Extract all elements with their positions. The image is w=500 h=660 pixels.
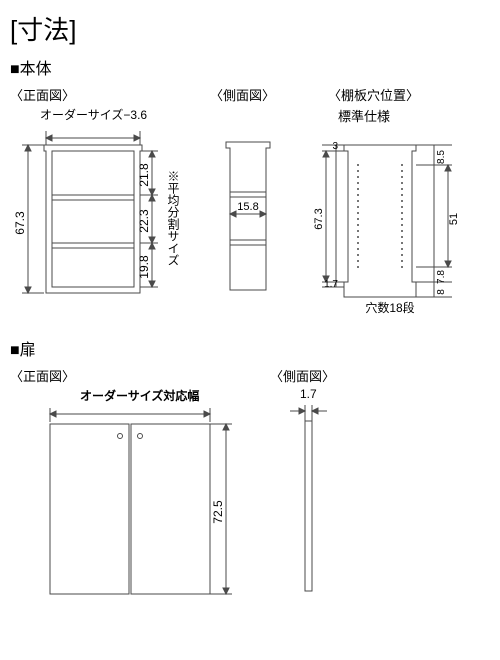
dim-door-thick: 1.7 bbox=[300, 387, 370, 401]
dim-door-height: 72.5 bbox=[211, 500, 225, 524]
section-body-title: ■本体 bbox=[10, 55, 490, 79]
door-front-svg: 72.5 bbox=[10, 404, 270, 614]
label-door-side: 〈側面図〉 bbox=[270, 366, 370, 385]
label-door-width: オーダーサイズ対応幅 bbox=[80, 387, 270, 404]
dim-shelf-top: 21.8 bbox=[137, 163, 151, 187]
label-order-size: オーダーサイズ−3.6 bbox=[40, 106, 190, 123]
section-door-title: ■扉 bbox=[10, 336, 490, 360]
dim-hole-bot1: 1.7 bbox=[324, 279, 338, 290]
door-side-svg bbox=[270, 401, 370, 611]
dim-hole-r4: 8 bbox=[436, 289, 447, 295]
dim-hole-top: 3 bbox=[332, 141, 338, 152]
dim-hole-span: 67.3 bbox=[313, 208, 325, 229]
label-door-front: 〈正面図〉 bbox=[10, 366, 270, 385]
dim-hole-r3: 7.8 bbox=[436, 270, 447, 284]
door-row: 〈正面図〉 オーダーサイズ対応幅 bbox=[10, 364, 490, 614]
label-side: 〈側面図〉 bbox=[210, 85, 300, 104]
dim-hole-r1: 8.5 bbox=[436, 150, 447, 164]
label-hole-count: 穴数18段 bbox=[365, 300, 414, 315]
label-front: 〈正面図〉 bbox=[10, 85, 190, 104]
label-holes: 〈棚板穴位置〉 bbox=[328, 85, 470, 104]
body-row: 〈正面図〉 オーダーサイズ−3.6 bbox=[10, 83, 490, 332]
dim-side-depth: 15.8 bbox=[237, 201, 258, 213]
body-side-svg: 15.8 bbox=[190, 106, 300, 321]
page-title: [寸法] bbox=[10, 10, 490, 47]
dim-hole-r2: 51 bbox=[448, 213, 460, 225]
label-avg-split: ※平均分割サイズ bbox=[166, 170, 180, 266]
body-front-svg: 67.3 21.8 22.3 19.8 ※平均分割サイズ bbox=[10, 123, 190, 323]
label-holes-sub: 標準仕様 bbox=[338, 106, 470, 125]
dim-shelf-bot: 19.8 bbox=[137, 255, 151, 279]
holes-svg: 3 67.3 1.7 8.5 51 7.8 8 穴数18段 bbox=[300, 127, 470, 332]
dim-shelf-mid: 22.3 bbox=[137, 209, 151, 233]
dim-body-height: 67.3 bbox=[13, 211, 27, 235]
